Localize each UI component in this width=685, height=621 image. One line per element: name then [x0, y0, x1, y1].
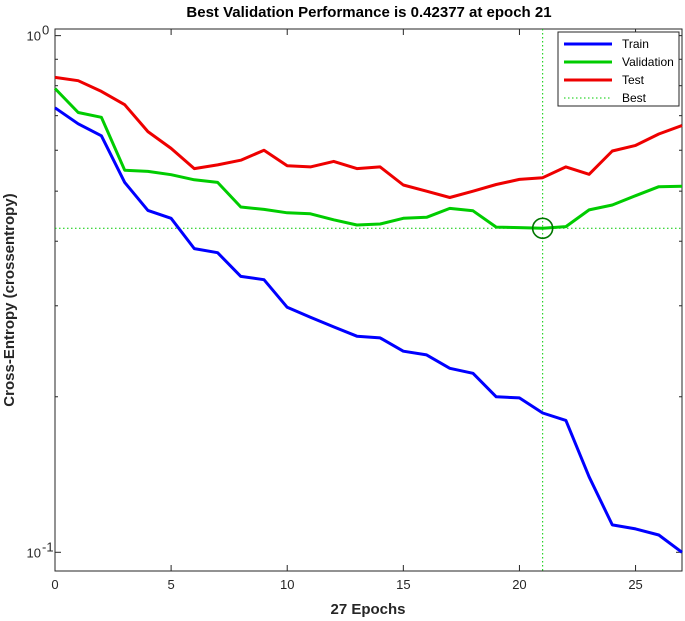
x-axis-label: 27 Epochs [330, 601, 405, 618]
best-marker-group [55, 29, 682, 571]
x-tick-labels: 0 5 10 15 20 25 [51, 577, 642, 592]
legend-label-train: Train [622, 37, 649, 51]
y-tick-label: 10 [27, 29, 41, 44]
legend-label-test: Test [622, 73, 645, 87]
best-point-circle [531, 217, 554, 240]
plot-area [53, 28, 683, 572]
y-tick-label: 10 [27, 545, 41, 560]
x-tick-label: 20 [512, 577, 526, 592]
axes-box [54, 28, 683, 572]
x-tick-label: 25 [628, 577, 642, 592]
x-tick-label: 5 [167, 577, 174, 592]
legend: Train Validation Test Best [557, 31, 680, 107]
legend-label-best: Best [622, 91, 647, 105]
x-tick-label: 0 [51, 577, 58, 592]
series-line-test [54, 75, 683, 199]
chart-title: Best Validation Performance is 0.42377 a… [186, 4, 551, 21]
y-tick-exponent: 0 [42, 23, 49, 38]
series-line-validation [53, 87, 683, 230]
series-line-train [54, 106, 683, 554]
x-tick-label: 15 [396, 577, 410, 592]
y-tick-exponent: -1 [42, 539, 54, 554]
tick-marks [54, 29, 682, 571]
legend-label-validation: Validation [622, 55, 674, 69]
series-lines [53, 75, 683, 554]
legend-entries: Train Validation Test Best [564, 37, 674, 105]
x-tick-label: 10 [280, 577, 294, 592]
y-axis-label: Cross-Entropy (crossentropy) [1, 193, 18, 406]
